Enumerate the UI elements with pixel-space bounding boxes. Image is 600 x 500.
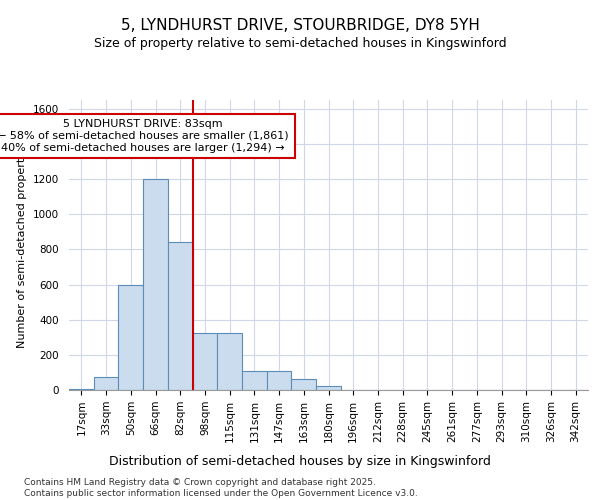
Bar [242, 370, 267, 390]
Bar [292, 380, 316, 390]
Bar [118, 284, 143, 390]
Text: Distribution of semi-detached houses by size in Kingswinford: Distribution of semi-detached houses by … [109, 454, 491, 468]
Y-axis label: Number of semi-detached properties: Number of semi-detached properties [17, 142, 28, 348]
Bar [316, 386, 341, 390]
Text: Size of property relative to semi-detached houses in Kingswinford: Size of property relative to semi-detach… [94, 38, 506, 51]
Bar [193, 333, 217, 390]
Bar [267, 370, 292, 390]
Bar [217, 333, 242, 390]
Text: 5, LYNDHURST DRIVE, STOURBRIDGE, DY8 5YH: 5, LYNDHURST DRIVE, STOURBRIDGE, DY8 5YH [121, 18, 479, 32]
Bar [69, 389, 94, 390]
Text: Contains HM Land Registry data © Crown copyright and database right 2025.
Contai: Contains HM Land Registry data © Crown c… [24, 478, 418, 498]
Bar [143, 179, 168, 390]
Bar [94, 377, 118, 390]
Text: 5 LYNDHURST DRIVE: 83sqm
← 58% of semi-detached houses are smaller (1,861)
40% o: 5 LYNDHURST DRIVE: 83sqm ← 58% of semi-d… [0, 120, 289, 152]
Bar [168, 242, 193, 390]
